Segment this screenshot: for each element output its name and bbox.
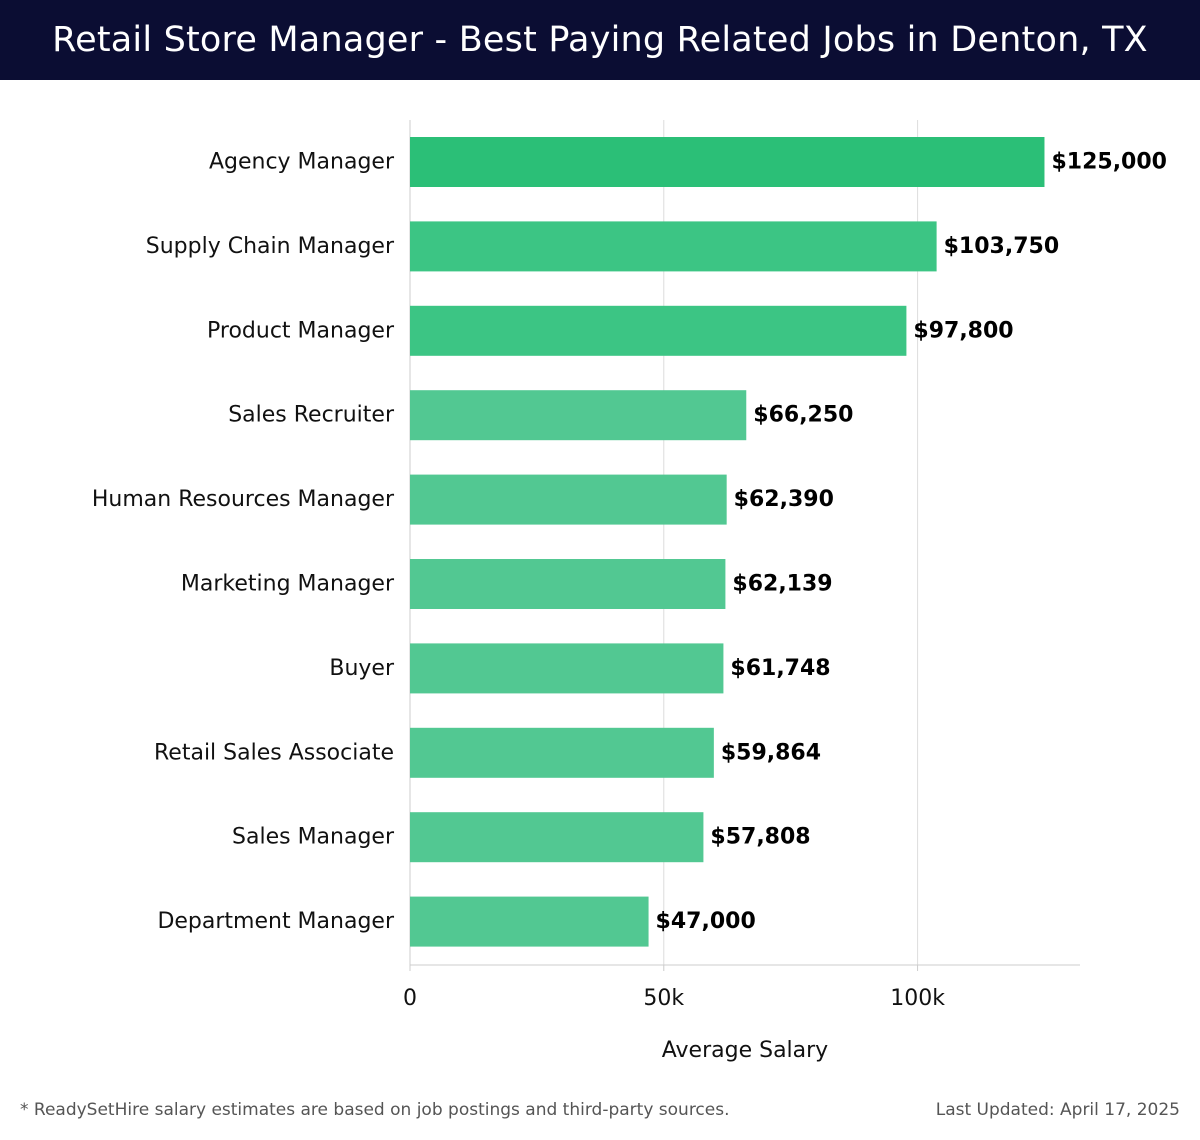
bar-7 <box>410 727 714 778</box>
category-label-1: Supply Chain Manager <box>146 234 395 259</box>
chart-header: Retail Store Manager - Best Paying Relat… <box>0 0 1200 80</box>
x-tick-label-1: 50k <box>643 986 684 1011</box>
category-label-6: Buyer <box>329 656 395 681</box>
salary-bar-chart: Agency Manager $125,000 Supply Chain Manag… <box>92 120 1167 1063</box>
bar-0 <box>410 137 1045 187</box>
category-label-5: Marketing Manager <box>181 572 395 597</box>
value-label-6: $61,748 <box>730 656 830 681</box>
value-label-1: $103,750 <box>944 234 1060 259</box>
value-label-0: $125,000 <box>1051 150 1167 175</box>
category-label-7: Retail Sales Associate <box>154 740 394 765</box>
x-axis-title: Average Salary <box>662 1038 828 1063</box>
bar-9 <box>410 896 649 947</box>
value-label-9: $47,000 <box>656 909 756 934</box>
bar-4 <box>410 474 727 525</box>
last-updated: Last Updated: April 17, 2025 <box>935 1100 1180 1120</box>
bar-2 <box>410 305 907 356</box>
bar-1 <box>410 221 937 272</box>
value-label-7: $59,864 <box>721 740 821 765</box>
value-label-2: $97,800 <box>913 318 1013 343</box>
value-label-3: $66,250 <box>753 403 853 428</box>
category-label-9: Department Manager <box>157 909 395 934</box>
category-label-8: Sales Manager <box>232 825 395 850</box>
bar-3 <box>410 390 747 441</box>
bar-8 <box>410 812 704 863</box>
chart-title: Retail Store Manager - Best Paying Relat… <box>52 20 1148 60</box>
category-label-2: Product Manager <box>207 318 395 343</box>
category-label-3: Sales Recruiter <box>228 403 395 428</box>
value-label-8: $57,808 <box>710 825 810 850</box>
footer-note: * ReadySetHire salary estimates are base… <box>20 1100 730 1120</box>
x-tick-label-0: 0 <box>403 986 417 1011</box>
value-label-5: $62,139 <box>732 572 832 597</box>
bar-6 <box>410 643 724 694</box>
category-label-0: Agency Manager <box>209 150 395 175</box>
x-tick-label-2: 100k <box>890 986 945 1011</box>
category-label-4: Human Resources Manager <box>92 487 395 512</box>
value-label-4: $62,390 <box>734 487 834 512</box>
bar-5 <box>410 559 726 609</box>
